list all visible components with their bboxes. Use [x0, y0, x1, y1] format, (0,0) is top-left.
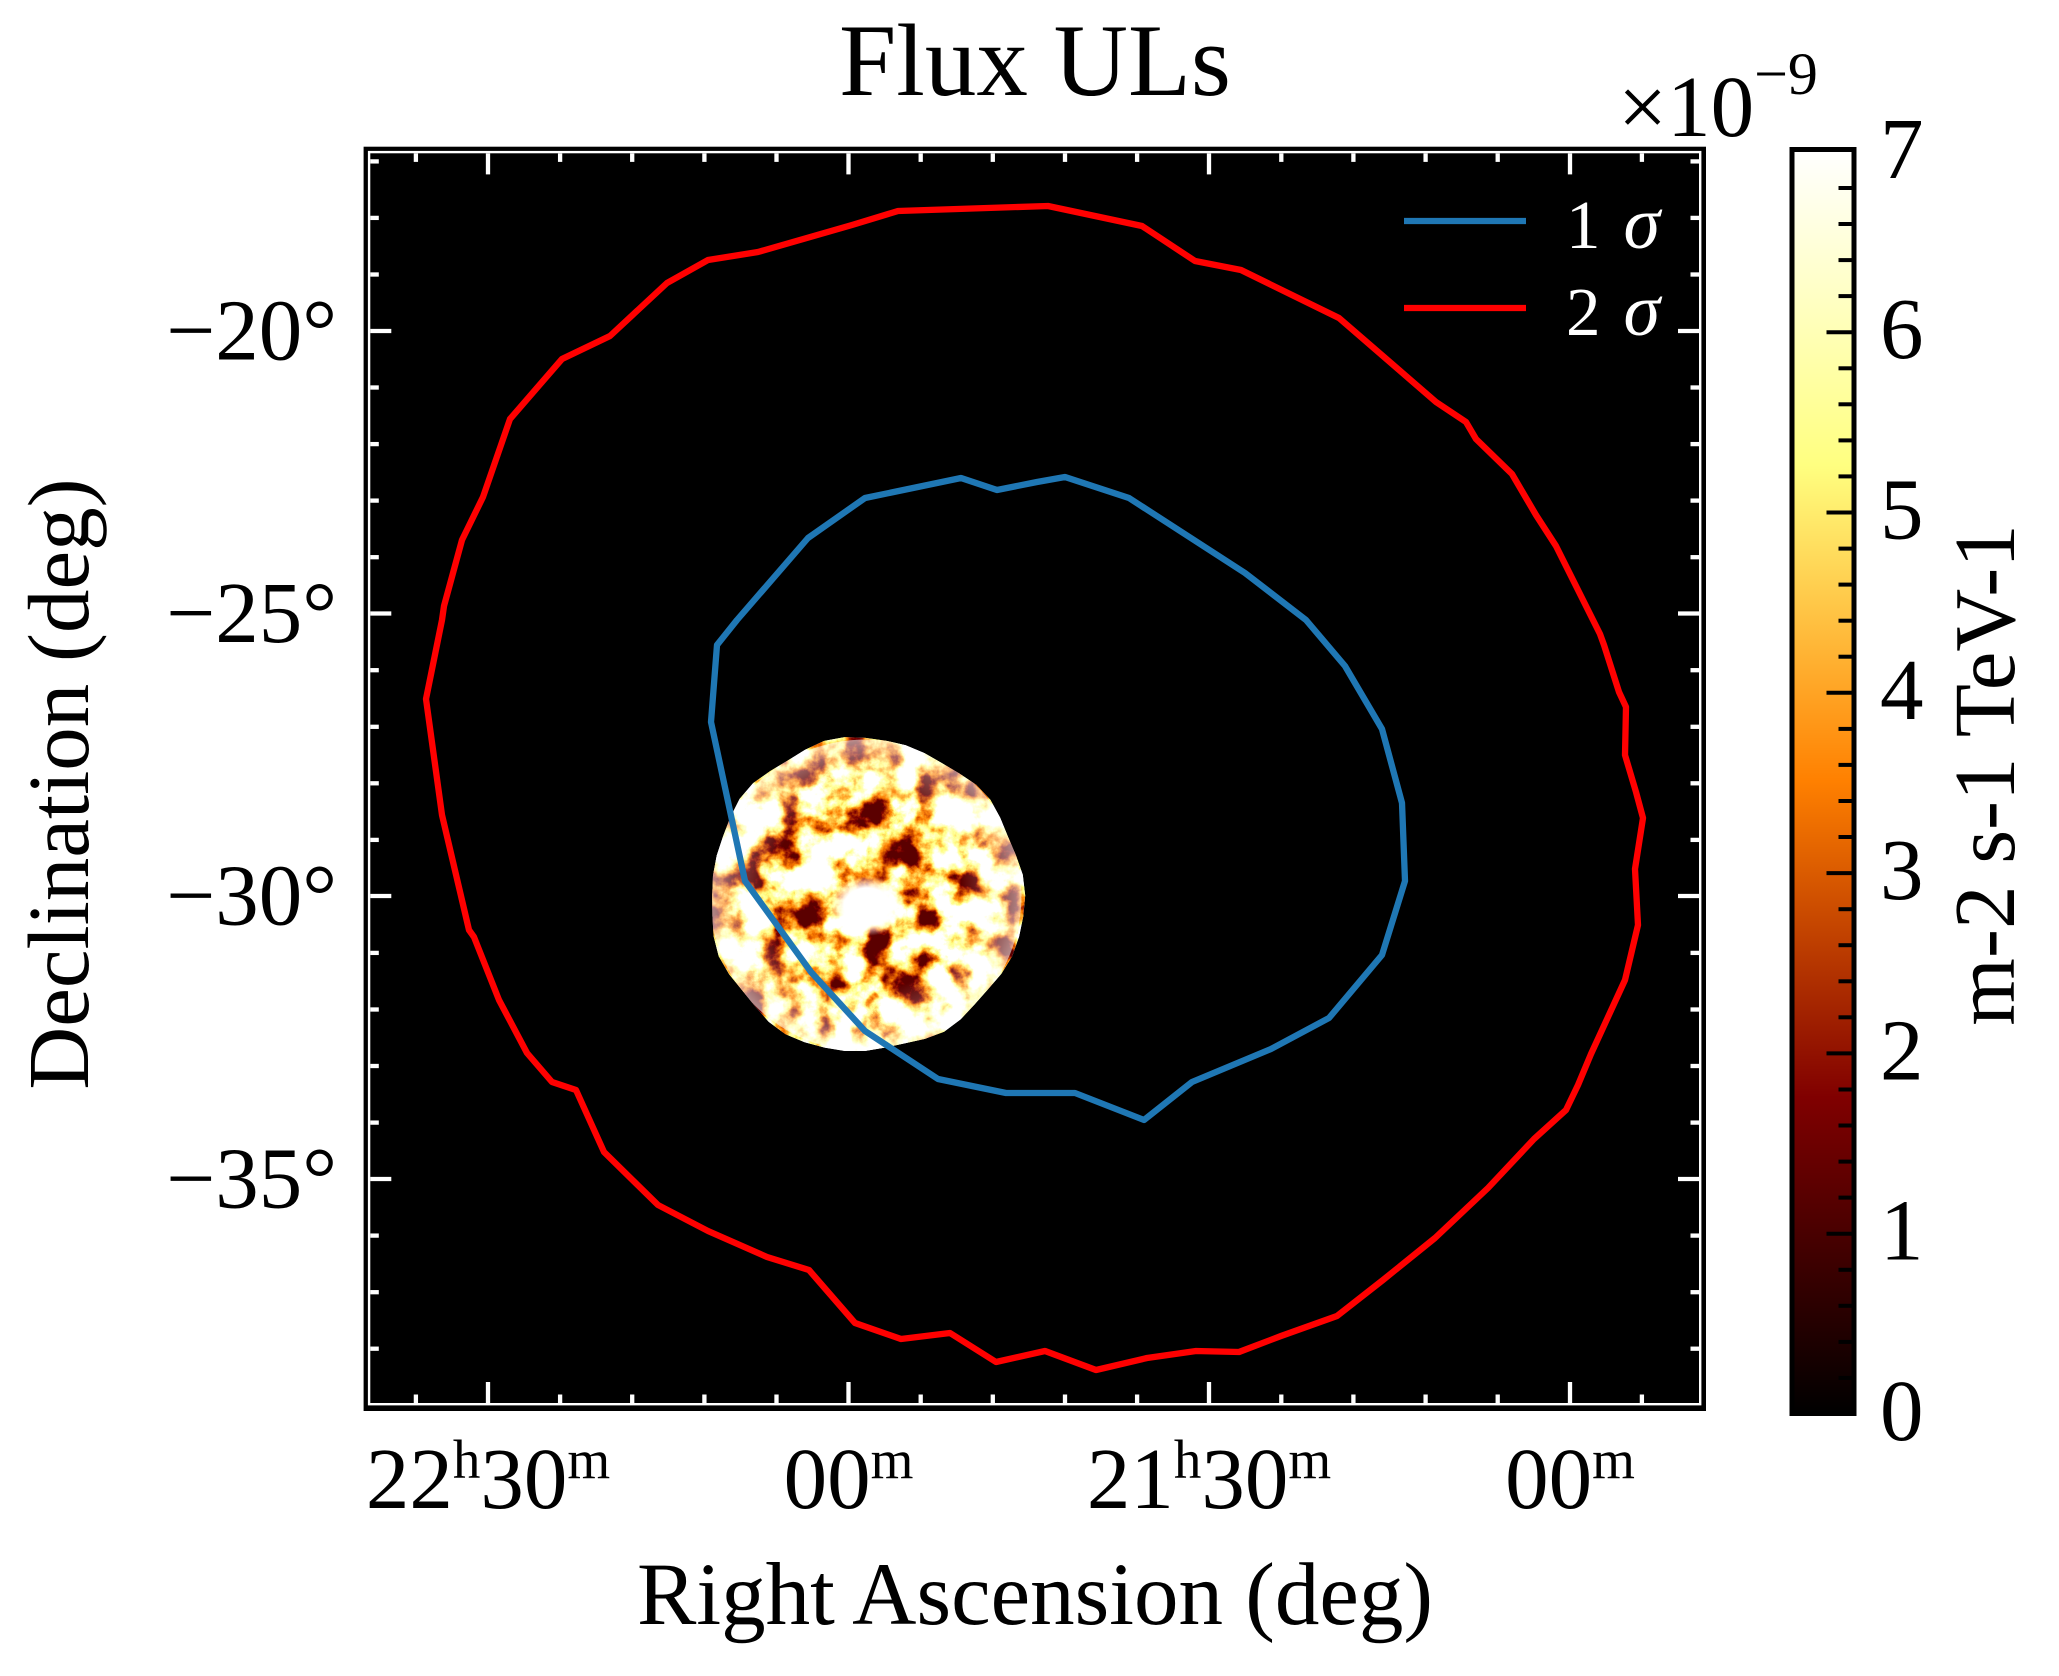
svg-text:3: 3 — [1880, 821, 1924, 918]
svg-text:Flux ULs: Flux ULs — [839, 4, 1231, 118]
svg-text:6: 6 — [1880, 280, 1924, 377]
svg-text:00m: 00m — [784, 1429, 914, 1527]
svg-text:1: 1 — [1880, 1182, 1924, 1279]
svg-text:1 σ: 1 σ — [1566, 183, 1663, 265]
svg-text:m-2 s-1 TeV-1: m-2 s-1 TeV-1 — [1936, 524, 2033, 1025]
svg-text:5: 5 — [1880, 461, 1924, 558]
svg-text:−25°: −25° — [166, 564, 337, 661]
svg-text:−35°: −35° — [166, 1130, 337, 1227]
svg-text:7: 7 — [1880, 100, 1924, 197]
svg-text:4: 4 — [1880, 641, 1924, 738]
svg-text:2: 2 — [1880, 1001, 1924, 1098]
svg-text:−20°: −20° — [166, 282, 337, 379]
svg-text:−30°: −30° — [166, 847, 337, 944]
svg-text:Right Ascension (deg): Right Ascension (deg) — [637, 1546, 1433, 1644]
svg-text:2 σ: 2 σ — [1566, 270, 1663, 352]
svg-text:×10−9: ×10−9 — [1618, 41, 1818, 155]
svg-text:Declination (deg): Declination (deg) — [10, 478, 107, 1089]
svg-text:21h30m: 21h30m — [1087, 1429, 1331, 1527]
svg-text:0: 0 — [1880, 1362, 1924, 1459]
svg-text:22h30m: 22h30m — [366, 1429, 610, 1527]
svg-text:00m: 00m — [1505, 1429, 1635, 1527]
